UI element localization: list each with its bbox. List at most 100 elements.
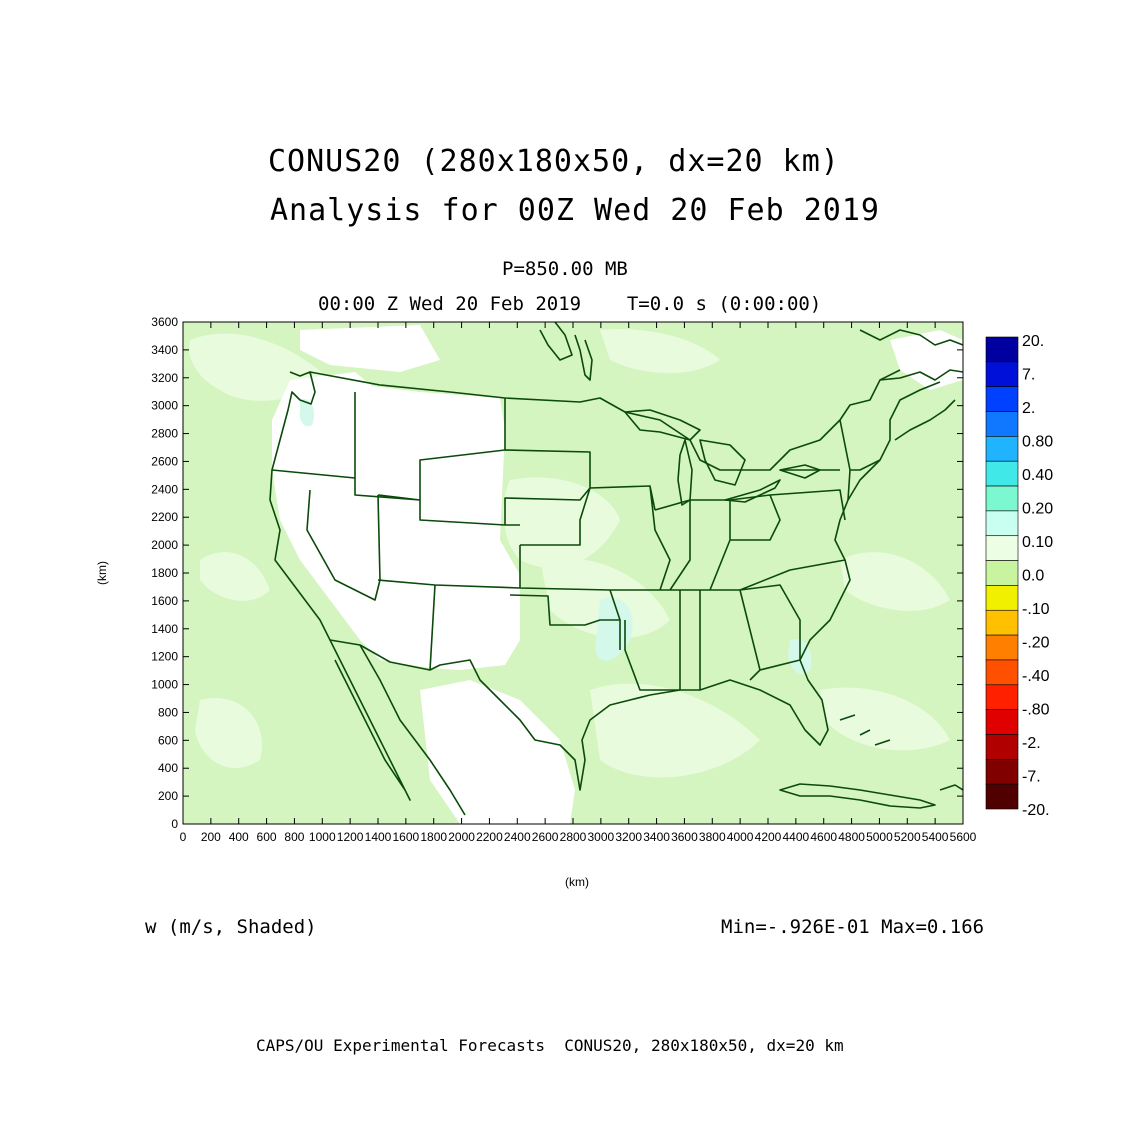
x-tick-label: 1400 [365, 830, 392, 844]
x-tick-label: 5400 [922, 830, 949, 844]
x-tick-label: 1200 [337, 830, 364, 844]
lake-huron [699, 439, 746, 486]
map-outlines [269, 322, 963, 816]
y-tick-label: 3200 [151, 371, 178, 385]
valid-time-label: 00:00 Z Wed 20 Feb 2019 T=0.0 s (0:00:00… [318, 293, 822, 315]
x-tick-label: 4800 [838, 830, 865, 844]
x-tick-label: 200 [201, 830, 221, 844]
colorbar-swatch [985, 436, 1019, 462]
y-tick-label: 800 [158, 705, 178, 719]
y-tick-label: 1200 [151, 650, 178, 664]
colorbar-label: -.80 [1022, 702, 1050, 719]
hispaniola [939, 784, 963, 791]
x-tick-label: 5200 [894, 830, 921, 844]
x-tick-label: 3600 [671, 830, 698, 844]
lake-superior [624, 409, 701, 441]
james-bay-coast [574, 334, 593, 381]
y-tick-label: 2800 [151, 427, 178, 441]
y-tick-label: 1600 [151, 594, 178, 608]
colorbar-swatch [985, 585, 1019, 611]
colorbar-label: -2. [1022, 735, 1041, 752]
x-tick-label: 600 [257, 830, 277, 844]
x-axis: 0 200 400 600 800 1000 1200 1400 1600 1800 2000 220… [180, 322, 977, 844]
y-tick-label: 1800 [151, 566, 178, 580]
x-tick-label: 2400 [504, 830, 531, 844]
field-label: w (m/s, Shaded) [145, 916, 317, 938]
colorbar-swatch [985, 609, 1019, 636]
colorbar: 20. 7. 2. 0.80 0.40 0.20 0.10 0.0 -.10 -.20 -.40 -.… [985, 333, 1053, 819]
quebec-coast [859, 329, 963, 346]
pressure-level-label: P=850.00 MB [502, 258, 628, 280]
colorbar-label: -7. [1022, 769, 1041, 786]
colorbar-swatch [985, 709, 1019, 735]
x-tick-label: 3400 [643, 830, 670, 844]
colorbar-label: 0.0 [1022, 568, 1044, 585]
field-patch-light [200, 551, 270, 601]
lake-erie [724, 479, 781, 503]
y-axis: 0 200 400 600 800 1000 1200 1400 1600 1800 2000 220… [151, 315, 963, 831]
y-tick-label: 200 [158, 789, 178, 803]
x-tick-label: 400 [229, 830, 249, 844]
field-patch-light [540, 558, 670, 639]
lake-michigan [677, 439, 693, 506]
y-tick-label: 3000 [151, 399, 178, 413]
colorbar-swatch [985, 411, 1019, 437]
y-tick-label: 3400 [151, 343, 178, 357]
y-tick-label: 1400 [151, 622, 178, 636]
x-tick-label: 3000 [588, 830, 615, 844]
x-tick-label: 1600 [393, 830, 420, 844]
colorbar-label: 2. [1022, 400, 1035, 417]
colorbar-label: 0.20 [1022, 501, 1053, 518]
colorbar-swatch [985, 510, 1019, 537]
field-patch-teal [595, 597, 633, 661]
colorbar-label: -.20 [1022, 635, 1050, 652]
x-tick-label: 5600 [950, 830, 977, 844]
y-tick-label: 2200 [151, 510, 178, 524]
x-axis-label: (km) [565, 875, 589, 889]
field-patch-teal [299, 399, 315, 427]
nova-scotia [894, 399, 956, 441]
title-line-1: CONUS20 (280x180x50, dx=20 km) [268, 144, 840, 179]
y-tick-label: 3600 [151, 315, 178, 329]
title-line-2: Analysis for 00Z Wed 20 Feb 2019 [270, 193, 880, 228]
colorbar-label: 0.40 [1022, 467, 1053, 484]
field-patch-light [600, 329, 720, 374]
x-tick-label: 1000 [309, 830, 336, 844]
y-tick-label: 1000 [151, 678, 178, 692]
colorbar-label: -20. [1022, 802, 1050, 819]
x-tick-label: 3800 [699, 830, 726, 844]
colorbar-swatch [985, 535, 1019, 561]
x-tick-label: 2600 [532, 830, 559, 844]
field-patch-light [590, 683, 760, 778]
y-tick-label: 0 [171, 817, 178, 831]
colorbar-swatch [985, 783, 1019, 810]
y-tick-label: 600 [158, 733, 178, 747]
field-patch-light [820, 687, 950, 751]
y-tick-label: 2000 [151, 538, 178, 552]
colorbar-swatch [985, 759, 1019, 785]
x-tick-label: 4200 [755, 830, 782, 844]
colorbar-label: 20. [1022, 333, 1044, 350]
min-max-label: Min=-.926E-01 Max=0.166 [721, 916, 985, 938]
cuba [779, 783, 936, 809]
colorbar-label: 7. [1022, 367, 1035, 384]
x-tick-label: 800 [284, 830, 304, 844]
y-tick-label: 400 [158, 761, 178, 775]
colorbar-swatch [985, 485, 1019, 512]
y-tick-label: 2600 [151, 454, 178, 468]
x-tick-label: 3200 [615, 830, 642, 844]
x-tick-label: 4600 [810, 830, 837, 844]
field-patch-white [420, 680, 575, 824]
colorbar-swatch [985, 460, 1019, 487]
field-patch-white [272, 372, 520, 670]
colorbar-label: 0.10 [1022, 534, 1053, 551]
x-tick-label: 4000 [727, 830, 754, 844]
colorbar-swatch [985, 659, 1019, 686]
x-tick-label: 2200 [476, 830, 503, 844]
colorbar-swatch [985, 684, 1019, 710]
x-tick-label: 2000 [448, 830, 475, 844]
x-tick-label: 2800 [560, 830, 587, 844]
y-axis-label: (km) [95, 561, 109, 585]
colorbar-swatch [985, 560, 1019, 586]
